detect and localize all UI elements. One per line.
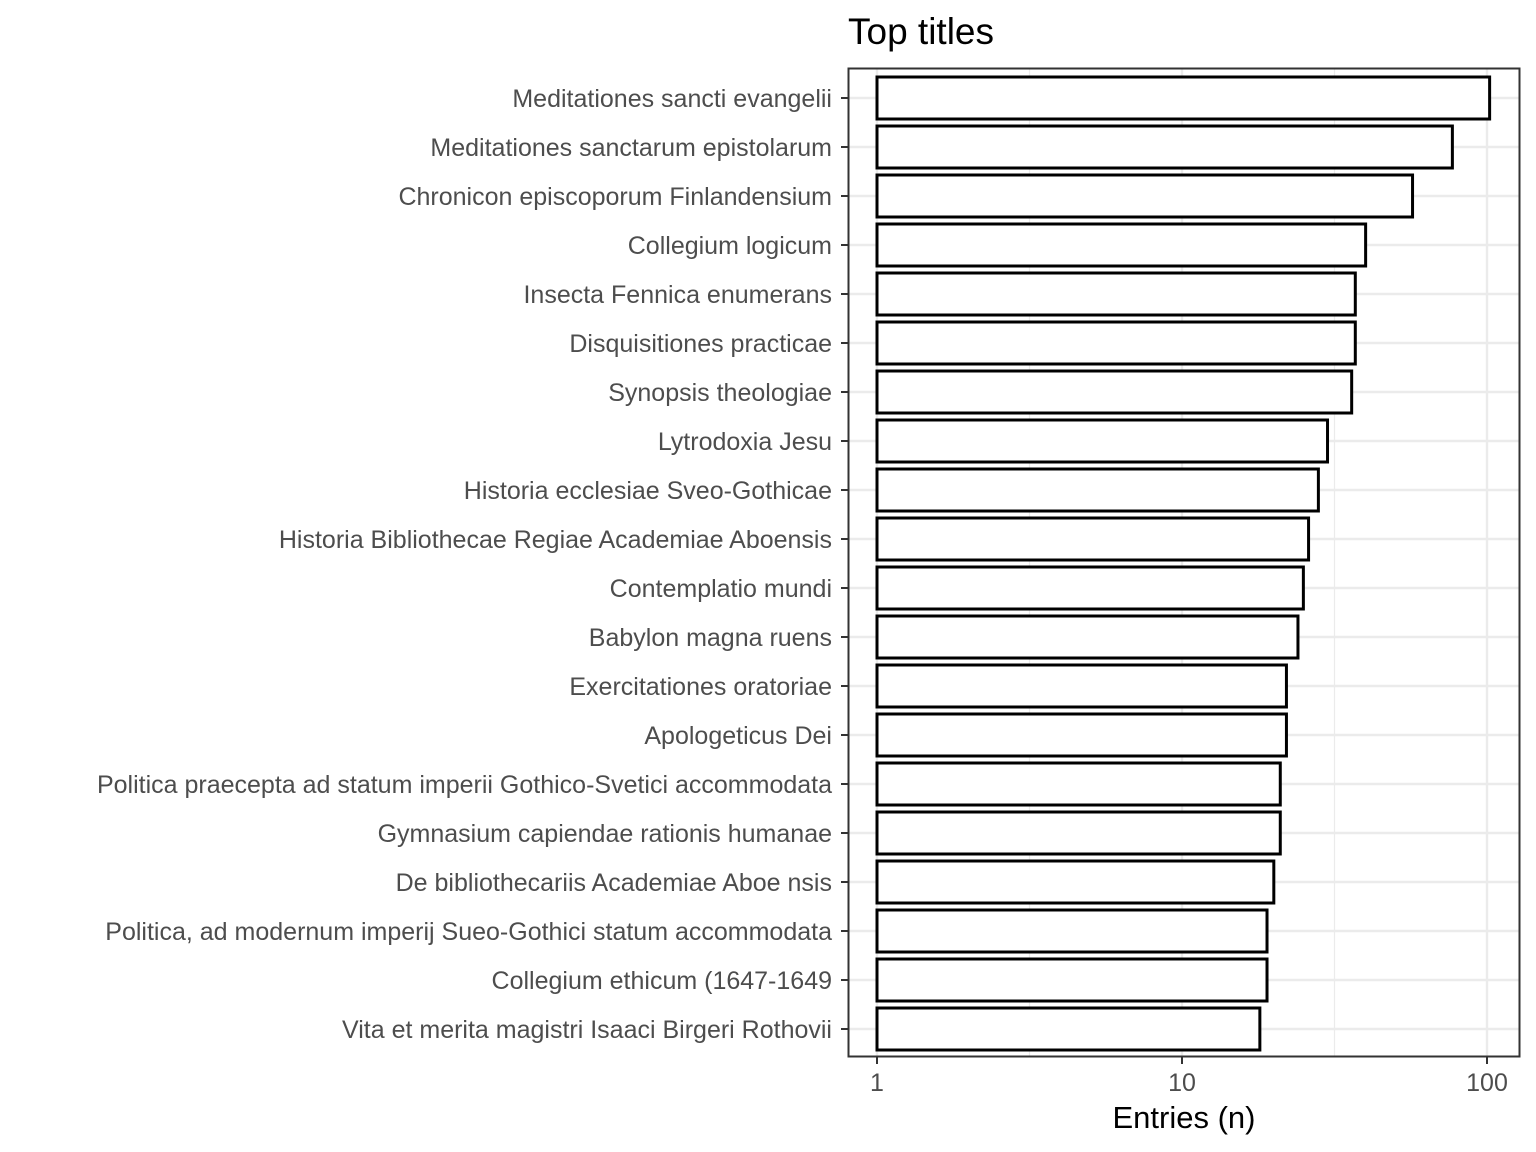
y-tick-label: Meditationes sanctarum epistolarum [430,134,832,162]
x-axis: 1 10 100 [870,1057,1508,1097]
y-tick-label: Meditationes sancti evangelii [512,85,832,113]
y-tick-label: Politica praecepta ad statum imperii Got… [97,771,832,799]
bar [875,565,1305,611]
y-tick-label: Historia ecclesiae Sveo-Gothicae [464,477,832,505]
y-tick-label: Collegium logicum [628,232,832,260]
bar [875,516,1311,562]
bar [875,810,1282,856]
y-axis: Meditationes sancti evangelii Meditatione… [97,85,848,1044]
y-tick-label: Lytrodoxia Jesu [658,428,832,456]
y-tick-label: Historia Bibliothecae Regiae Academiae A… [279,526,832,554]
bar [875,663,1288,709]
y-tick-label: Synopsis theologiae [608,379,832,407]
y-tick-label: Apologeticus Dei [644,722,832,750]
y-tick-label: Chronicon episcoporum Finlandensium [398,183,832,211]
bar [875,712,1288,758]
y-tick-label: Disquisitiones practicae [569,330,832,358]
bar [875,467,1320,513]
bar [875,320,1357,366]
bar [875,908,1269,954]
bar [875,75,1492,121]
bars [875,75,1492,1052]
x-axis-title: Entries (n) [1113,1100,1256,1135]
bar [875,418,1330,464]
x-tick-label: 100 [1466,1069,1508,1097]
bar [875,222,1368,268]
bar [875,761,1282,807]
bar [875,1006,1262,1052]
y-tick-label: Exercitationes oratoriae [569,673,832,701]
bar [875,957,1269,1003]
y-tick-label: Collegium ethicum (1647-1649 [492,967,832,995]
bar [875,859,1276,905]
x-tick-label: 1 [870,1069,884,1097]
y-tick-label: Insecta Fennica enumerans [523,281,832,309]
y-tick-label: Gymnasium capiendae rationis humanae [378,820,832,848]
y-tick-label: Contemplatio mundi [610,575,832,603]
y-tick-label: Babylon magna ruens [589,624,832,652]
chart-title: Top titles [848,11,994,52]
x-tick-label: 10 [1168,1069,1196,1097]
bar [875,614,1300,660]
bar [875,124,1454,170]
bar [875,369,1354,415]
panel-border [847,67,1521,1058]
y-tick-label: De bibliothecariis Academiae Aboe nsis [396,869,832,897]
y-tick-label: Vita et merita magistri Isaaci Birgeri R… [342,1016,832,1044]
bar [875,271,1357,317]
y-tick-label: Politica, ad modernum imperij Sueo-Gothi… [105,918,832,946]
bar [875,173,1415,219]
